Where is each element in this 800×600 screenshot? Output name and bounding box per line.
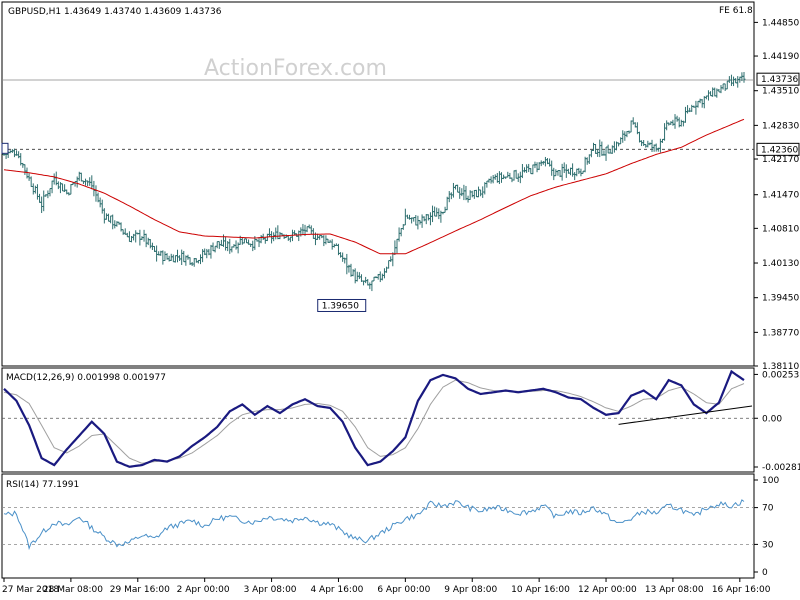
rsi-y-tick-label: 70 — [762, 504, 774, 514]
macd-trendline — [618, 405, 753, 425]
fe-label: FE 61.8 — [719, 6, 753, 16]
x-tick-label: 3 Apr 08:00 — [244, 585, 297, 595]
price-bar — [742, 71, 746, 83]
rsi-panel: RSI(14) 77.1991 100 70 30 0 — [1, 473, 779, 579]
price-y-tick-label: 1.38110 — [762, 362, 799, 372]
x-tick-label: 29 Mar 16:00 — [110, 585, 170, 595]
price-y-tick-label: 1.38770 — [762, 328, 799, 338]
macd-y-tick-label: -0.002812 — [762, 463, 800, 473]
rsi-y-tick-label: 30 — [762, 540, 774, 550]
ma-line — [3, 118, 745, 255]
resistance-marker: 1.42360 — [756, 142, 800, 156]
x-tick-label: 13 Apr 08:00 — [645, 585, 704, 595]
rsi-y-tick-label: 0 — [762, 568, 768, 578]
x-tick-label: 4 Apr 16:00 — [310, 585, 363, 595]
macd-panel: MACD(12,26,9) 0.001998 0.001977 0.00253 0… — [1, 367, 800, 473]
left-marker — [1, 142, 9, 154]
rsi-title: RSI(14) 77.1991 — [6, 480, 79, 490]
price-y-tick-label: 1.42170 — [762, 155, 799, 165]
x-tick-label: 12 Apr 00:00 — [578, 585, 637, 595]
macd-line — [3, 369, 745, 468]
price-y-tick-label: 1.42830 — [762, 121, 799, 131]
price-y-tick-label: 1.44190 — [762, 52, 799, 62]
moving-average — [3, 118, 745, 255]
price-y-tick-label: 1.43510 — [762, 87, 799, 97]
rsi-line — [3, 499, 745, 551]
price-y-tick-label: 1.39450 — [762, 294, 799, 304]
low-label-box: 1.39650 — [317, 298, 367, 312]
x-tick-label: 9 Apr 08:00 — [444, 585, 497, 595]
x-tick-label: 2 Apr 00:00 — [177, 585, 230, 595]
x-tick-label: 10 Apr 16:00 — [511, 585, 570, 595]
current-price-label: 1.43736 — [761, 75, 798, 85]
price-y-tick-label: 1.41470 — [762, 191, 799, 201]
price-panel: GBPUSD,H1 1.43649 1.43740 1.43609 1.4373… — [1, 1, 800, 372]
watermark-text: ActionForex.com — [204, 56, 387, 81]
price-title: GBPUSD,H1 1.43649 1.43740 1.43609 1.4373… — [8, 7, 222, 17]
x-tick-label: 27 Mar 2018 — [2, 585, 59, 595]
price-y-tick-label: 1.40810 — [762, 224, 799, 234]
macd-title: MACD(12,26,9) 0.001998 0.001977 — [6, 373, 166, 383]
macd-y-tick-label: 0.00253 — [762, 370, 799, 380]
resistance-label: 1.42360 — [761, 145, 798, 155]
price-y-tick-label: 1.44850 — [762, 18, 799, 28]
price-y-tick-label: 1.40130 — [762, 259, 799, 269]
rsi-y-tick-label: 100 — [762, 476, 779, 486]
x-tick-label: 28 Mar 08:00 — [43, 585, 103, 595]
x-tick-label: 6 Apr 00:00 — [377, 585, 430, 595]
low-label-text: 1.39650 — [322, 301, 359, 311]
macd-y-tick-label: 0.00 — [762, 414, 782, 424]
price-bars — [2, 71, 746, 292]
x-tick-label: 16 Apr 16:00 — [712, 585, 771, 595]
current-price-marker: 1.43736 — [756, 72, 800, 86]
